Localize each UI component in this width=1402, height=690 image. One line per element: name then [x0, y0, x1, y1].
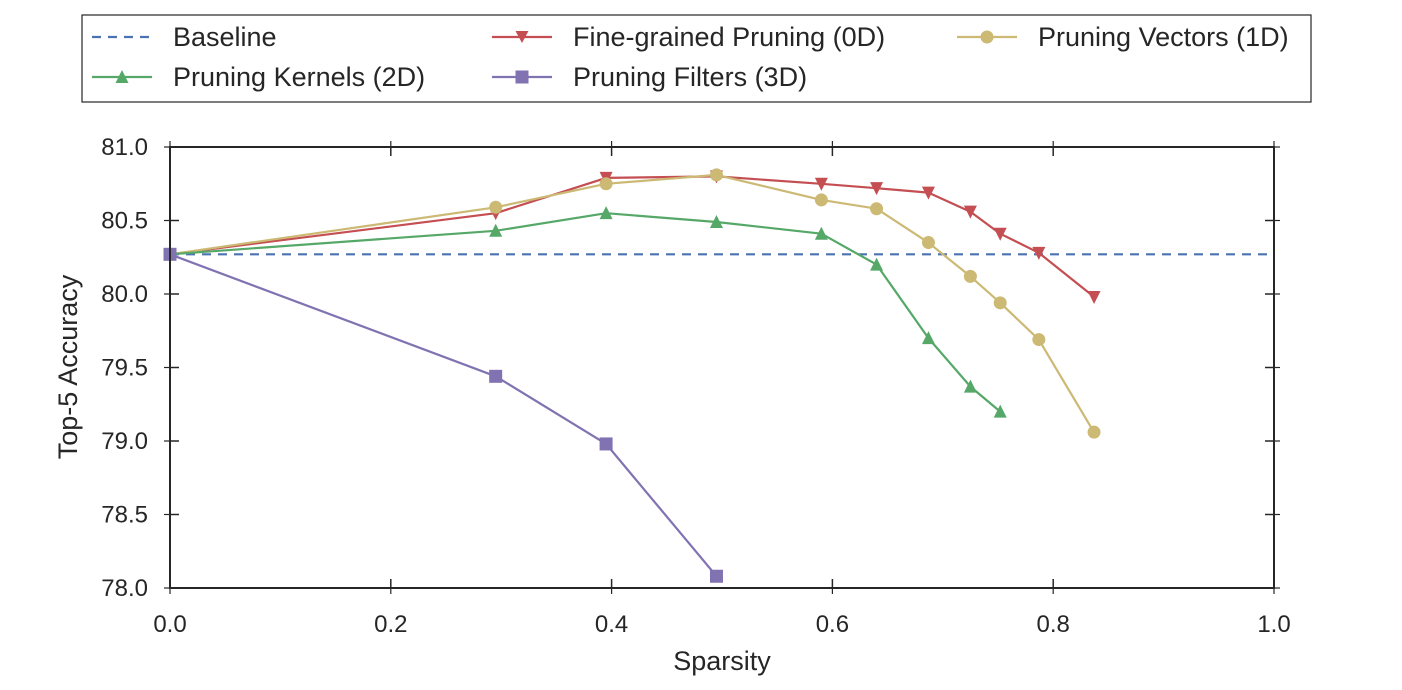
series-pruning-filters-3d — [163, 247, 723, 583]
plot-frame — [169, 146, 1275, 589]
data-point-pruning-vectors-1d — [963, 269, 977, 283]
data-point-pruning-kernels-2d — [814, 226, 828, 240]
data-point-pruning-kernels-2d — [709, 214, 723, 228]
legend-entry-kernels: Pruning Kernels (2D) — [92, 62, 425, 92]
legend-frame — [81, 14, 1312, 103]
y-tick-label: 79.0 — [101, 428, 148, 455]
data-point-pruning-filters-3d — [709, 569, 723, 583]
legend-label-filters: Pruning Filters (3D) — [573, 62, 807, 92]
legend-entry-fine-grained: Fine-grained Pruning (0D) — [492, 22, 885, 52]
data-point-pruning-vectors-1d — [1087, 425, 1101, 439]
y-tick-label: 81.0 — [101, 134, 148, 161]
x-tick-label: 0.2 — [374, 611, 407, 638]
data-point-pruning-vectors-1d — [1032, 333, 1046, 347]
data-point-pruning-kernels-2d — [489, 223, 503, 237]
data-point-pruning-kernels-2d — [599, 206, 613, 220]
data-point-fine-grained-pruning-0d — [870, 182, 884, 196]
data-point-pruning-filters-3d — [599, 437, 613, 451]
data-point-pruning-vectors-1d — [709, 168, 723, 182]
data-point-fine-grained-pruning-0d — [1087, 290, 1101, 304]
legend-label-vectors: Pruning Vectors (1D) — [1038, 22, 1289, 52]
data-point-pruning-vectors-1d — [814, 193, 828, 207]
legend-marker-filters — [515, 70, 529, 84]
data-point-fine-grained-pruning-0d — [921, 186, 935, 200]
x-axis-label: Sparsity — [673, 646, 771, 676]
data-point-fine-grained-pruning-0d — [814, 177, 828, 191]
series-line-pruning-filters-3d — [169, 253, 718, 577]
y-tick-label: 79.5 — [101, 355, 148, 382]
series-fine-grained-pruning-0d — [163, 170, 1101, 304]
series-line-pruning-kernels-2d — [169, 212, 1001, 413]
x-tick-label: 1.0 — [1257, 611, 1290, 638]
y-tick-label: 78.0 — [101, 575, 148, 602]
legend-label-kernels: Pruning Kernels (2D) — [173, 62, 425, 92]
legend: Baseline Fine-grained Pruning (0D) Pruni… — [81, 14, 1312, 103]
legend-label-fine-grained: Fine-grained Pruning (0D) — [573, 22, 885, 52]
data-point-pruning-filters-3d — [489, 369, 503, 383]
y-tick-label: 80.5 — [101, 208, 148, 235]
data-point-fine-grained-pruning-0d — [1032, 246, 1046, 260]
series-line-pruning-vectors-1d — [169, 173, 1095, 433]
x-tick-label: 0.8 — [1037, 611, 1070, 638]
data-point-pruning-vectors-1d — [599, 177, 613, 191]
x-tick-label: 0.6 — [816, 611, 849, 638]
y-tick-label: 80.0 — [101, 281, 148, 308]
data-series — [163, 168, 1101, 583]
data-point-pruning-vectors-1d — [921, 236, 935, 250]
data-point-pruning-vectors-1d — [993, 296, 1007, 310]
legend-entry-filters: Pruning Filters (3D) — [492, 62, 807, 92]
legend-marker-fine-grained — [515, 31, 529, 43]
axis-ticks: 0.0 0.2 0.4 0.6 0.8 1.0 78.0 78.5 79.0 79.5 80.0 80… — [101, 134, 1290, 638]
data-point-pruning-vectors-1d — [489, 200, 503, 214]
data-point-pruning-kernels-2d — [963, 379, 977, 393]
series-line-fine-grained-pruning-0d — [169, 175, 1095, 298]
legend-label-baseline: Baseline — [173, 22, 277, 52]
y-tick-label: 78.5 — [101, 502, 148, 529]
data-point-fine-grained-pruning-0d — [963, 205, 977, 219]
y-axis-label: Top-5 Accuracy — [53, 274, 83, 459]
x-tick-label: 0.0 — [153, 611, 186, 638]
data-point-pruning-vectors-1d — [870, 202, 884, 216]
data-point-pruning-kernels-2d — [921, 331, 935, 345]
legend-marker-vectors — [980, 30, 994, 44]
data-point-pruning-kernels-2d — [870, 257, 884, 271]
data-point-fine-grained-pruning-0d — [993, 227, 1007, 241]
x-tick-label: 0.4 — [595, 611, 628, 638]
legend-entry-vectors: Pruning Vectors (1D) — [957, 22, 1289, 52]
data-point-pruning-kernels-2d — [993, 404, 1007, 418]
legend-marker-kernels — [115, 70, 129, 83]
legend-entry-baseline: Baseline — [92, 22, 277, 52]
